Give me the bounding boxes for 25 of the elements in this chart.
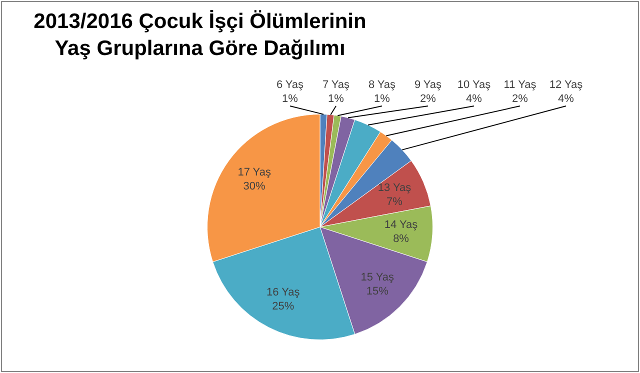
data-label: 4%	[558, 93, 574, 106]
data-label: 4%	[466, 93, 482, 106]
slice-label: 13 Yaş	[378, 182, 412, 194]
slice-label: 6 Yaş	[276, 79, 304, 92]
chart-title: 2013/2016 Çocuk İşçi Ölümlerinin Yaş Gruplarına Göre Dağılımı	[32, 9, 368, 62]
data-label: 15%	[366, 285, 389, 298]
data-label: 25%	[272, 300, 294, 312]
data-label: 1%	[374, 93, 390, 106]
slice-label: 12 Yaş	[549, 79, 584, 92]
slice-label: 11 Yaş	[504, 79, 537, 92]
data-label: 30%	[243, 180, 266, 192]
slice-label: 10 Yaş	[457, 79, 492, 92]
slice-label: 7 Yaş	[322, 79, 350, 92]
slice-label: 8 Yaş	[368, 79, 396, 92]
slice-label: 15 Yaş	[360, 271, 395, 284]
slice-label: 16 Yaş	[266, 286, 300, 298]
data-label: 8%	[393, 233, 410, 246]
data-label: 7%	[386, 196, 403, 208]
slice-label: 9 Yaş	[414, 79, 442, 92]
slice-label: 17 Yaş	[238, 166, 272, 178]
slice-label: 14 Yaş	[384, 219, 418, 232]
data-label: 1%	[328, 93, 344, 106]
data-label: 1%	[282, 93, 298, 106]
data-label: 2%	[512, 93, 528, 106]
data-label: 2%	[420, 93, 436, 106]
